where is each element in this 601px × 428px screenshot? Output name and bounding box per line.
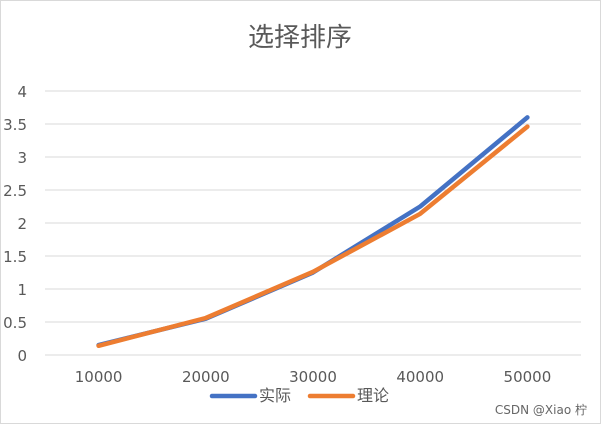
y-tick-label: 3.5: [3, 116, 27, 134]
x-tick-label: 40000: [396, 368, 444, 386]
watermark: CSDN @Xiao 柠: [495, 401, 587, 418]
y-tick-label: 3: [17, 149, 27, 167]
legend-label: 理论: [357, 386, 389, 405]
x-tick-label: 10000: [75, 368, 123, 386]
x-tick-label: 20000: [182, 368, 230, 386]
chart-title: 选择排序: [248, 23, 352, 53]
y-tick-label: 1.5: [3, 248, 27, 266]
x-tick-label: 50000: [504, 368, 552, 386]
y-tick-label: 2: [17, 215, 27, 233]
y-tick-label: 1: [17, 281, 27, 299]
y-tick-label: 0: [17, 347, 27, 365]
y-tick-label: 0.5: [3, 314, 27, 332]
x-tick-label: 30000: [289, 368, 337, 386]
y-tick-label: 2.5: [3, 182, 27, 200]
y-tick-label: 4: [17, 83, 27, 101]
legend-label: 实际: [259, 386, 291, 405]
